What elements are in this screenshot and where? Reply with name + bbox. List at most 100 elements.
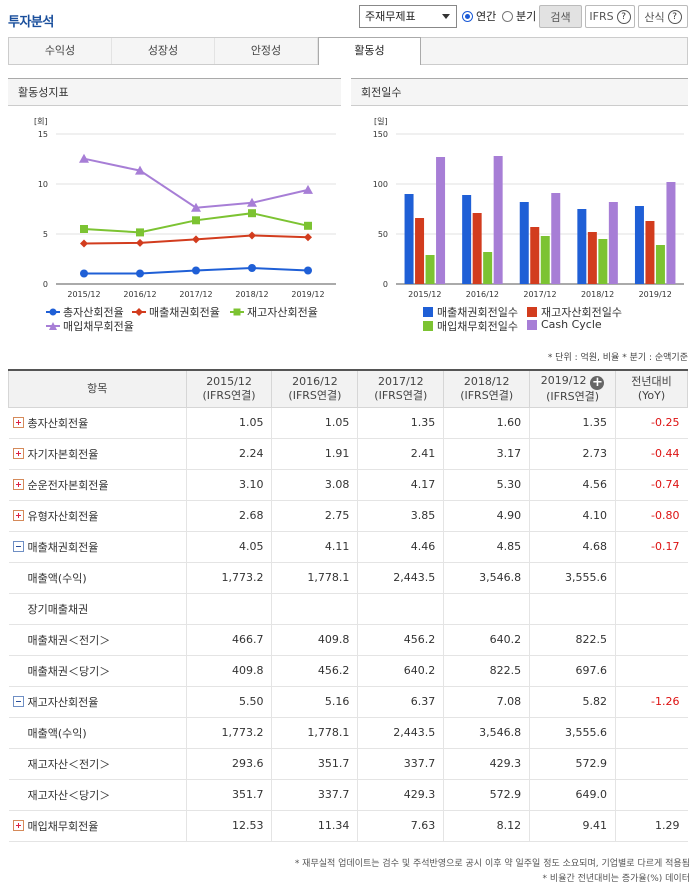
ifrs-label: IFRS [589, 10, 614, 23]
value-cell: 4.11 [271, 531, 358, 563]
row-label-cell[interactable]: 자기자본회전율 [8, 438, 187, 470]
yoy-cell: -0.74 [615, 469, 688, 501]
table-row: 매출액(수익) 1,773.2 1,778.1 2,443.5 3,546.8 3,555… [8, 717, 688, 749]
value-cell: 3,546.8 [443, 562, 530, 594]
value-cell: 337.7 [271, 779, 358, 811]
value-cell: 640.2 [357, 655, 444, 687]
expand-icon[interactable] [12, 509, 24, 521]
tab-profitability[interactable]: 수익성 [9, 38, 112, 64]
row-label-cell[interactable]: 재고자산회전율 [8, 686, 187, 718]
x-tick-label: 2019/12 [291, 290, 324, 299]
add-column-icon[interactable]: + [590, 374, 605, 390]
row-label-cell[interactable]: 총자산회전율 [8, 407, 187, 439]
value-cell: 1,773.2 [185, 717, 272, 749]
value-cell: 4.68 [529, 531, 616, 563]
column-header-year: 2017/12 (IFRS연결) [357, 369, 445, 408]
legend-swatch [527, 307, 537, 317]
analysis-tabs: 수익성 성장성 안정성 활동성 [8, 37, 688, 65]
bar [472, 213, 482, 284]
turnover-days-panel: 회전일수 [일] 0 50 100 150 2015/12 2016/12 2017/12 20… [351, 78, 688, 340]
expand-icon[interactable] [12, 478, 24, 490]
legend-item: 매출채권회전일수 [423, 304, 518, 320]
tab-activity[interactable]: 활동성 [318, 37, 421, 65]
value-cell: 640.2 [443, 624, 530, 656]
row-label: 총자산회전율 [27, 416, 89, 430]
value-cell [271, 593, 358, 625]
legend-item: Cash Cycle [527, 318, 602, 331]
tab-stability[interactable]: 안정성 [215, 38, 318, 64]
value-cell: 351.7 [185, 779, 272, 811]
formula-help-button[interactable]: 산식 ? [638, 5, 688, 28]
expand-icon[interactable] [12, 447, 24, 459]
row-label-cell: 매출액(수익) [8, 717, 187, 749]
collapse-icon[interactable] [12, 695, 24, 707]
row-label-cell[interactable]: 순운전자본회전율 [8, 469, 187, 501]
row-label: 매출채권＜전기＞ [27, 633, 111, 647]
y-tick-label: 50 [378, 230, 388, 239]
legend-label: 총자산회전율 [63, 306, 124, 319]
y-tick-label: 150 [373, 130, 388, 139]
value-cell: 7.08 [443, 686, 530, 718]
data-point [192, 216, 200, 225]
ifrs-help-button[interactable]: IFRS ? [585, 5, 635, 28]
value-cell: 2.41 [357, 438, 444, 470]
column-header-year: 2019/12 + (IFRS연결) [529, 369, 617, 408]
radio-annual[interactable]: 연간 [462, 9, 496, 23]
question-icon: ? [667, 9, 682, 24]
y-tick-label: 0 [383, 280, 388, 289]
yoy-cell [615, 655, 688, 687]
row-label: 매출채권＜당기＞ [27, 664, 111, 678]
table-row: 총자산회전율 1.05 1.05 1.35 1.60 1.35 -0.25 [8, 407, 688, 439]
value-cell: 466.7 [185, 624, 272, 656]
legend-label: 매출채권회전율 [149, 306, 220, 319]
x-tick-label: 2018/12 [581, 290, 614, 299]
row-label: 재고자산＜당기＞ [27, 788, 111, 802]
value-cell: 12.53 [185, 810, 272, 842]
value-cell: 3.10 [185, 469, 272, 501]
tab-growth[interactable]: 성장성 [112, 38, 215, 64]
data-point [304, 221, 312, 230]
value-cell: 3.17 [443, 438, 530, 470]
yoy-cell [615, 748, 688, 780]
value-cell: 2.68 [185, 500, 272, 532]
footnote: * 비율간 전년대비는 증가율(%) 데이터 [542, 874, 690, 884]
row-label: 매출액(수익) [27, 726, 87, 740]
data-point [192, 235, 200, 244]
value-cell: 5.16 [271, 686, 358, 718]
value-cell: 1.60 [443, 407, 530, 439]
value-cell: 5.82 [529, 686, 616, 718]
value-cell: 6.37 [357, 686, 444, 718]
row-label-cell[interactable]: 매입채무회전율 [8, 810, 187, 842]
collapse-icon[interactable] [12, 540, 24, 552]
row-label-cell[interactable]: 유형자산회전율 [8, 500, 187, 532]
table-row: 매출채권＜당기＞ 409.8 456.2 640.2 822.5 697.6 [8, 655, 688, 687]
value-cell: 4.10 [529, 500, 616, 532]
data-point [80, 269, 88, 278]
value-cell: 456.2 [271, 655, 358, 687]
row-label: 유형자산회전율 [27, 509, 99, 523]
legend-item: 총자산회전율 [46, 304, 124, 320]
column-header-year: 2015/12 (IFRS연결) [185, 369, 273, 408]
row-label-cell[interactable]: 매출채권회전율 [8, 531, 187, 563]
statement-select[interactable]: 주재무제표 [359, 5, 457, 28]
search-button[interactable]: 검색 [539, 5, 582, 28]
yoy-cell [615, 779, 688, 811]
value-cell: 3,555.6 [529, 717, 616, 749]
value-cell: 4.05 [185, 531, 272, 563]
legend-item: 재고자산회전일수 [527, 304, 622, 320]
yoy-cell: -0.25 [615, 407, 688, 439]
bar [577, 209, 587, 284]
radio-quarter[interactable]: 분기 [502, 9, 536, 23]
table-row: 장기매출채권 [8, 593, 688, 625]
value-cell: 337.7 [357, 748, 444, 780]
legend-item: 매입채무회전율 [46, 318, 134, 334]
expand-icon[interactable] [12, 416, 24, 428]
legend-label: 재고자산회전일수 [541, 306, 622, 319]
value-cell: 822.5 [443, 655, 530, 687]
expand-icon[interactable] [12, 819, 24, 831]
data-point [248, 264, 256, 272]
unit-note: * 단위 : 억원, 비율 * 분기 : 순액기준 [547, 353, 688, 363]
value-cell: 4.85 [443, 531, 530, 563]
x-tick-label: 2019/12 [639, 290, 672, 299]
value-cell: 11.34 [271, 810, 358, 842]
